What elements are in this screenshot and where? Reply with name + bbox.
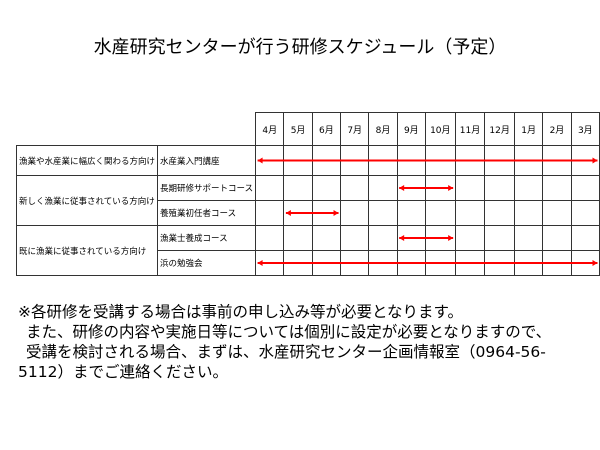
month-header: 4月 [255, 112, 285, 146]
month-header: 9月 [396, 112, 426, 146]
month-header: 11月 [454, 112, 486, 146]
month-header: 3月 [570, 112, 600, 146]
table-row: 既に漁業に従事されている方向け 漁業士養成コース [15, 225, 600, 276]
month-header: 7月 [340, 112, 370, 146]
month-header: 10月 [424, 112, 456, 146]
course-name: 水産業入門講座 [157, 145, 257, 176]
month-header: 2月 [542, 112, 572, 146]
note-line: ※各研修を受講する場合は事前の申し込み等が必要となります。 [18, 303, 463, 321]
month-header: 1月 [513, 112, 544, 146]
note-line: 受講を検討される場合、まずは、水産研究センター企画情報室（0964-56- [26, 343, 546, 361]
table-row: 漁業や水産業に幅広く関わる方向け 水産業入門講座 [15, 145, 600, 176]
blank-header [157, 112, 256, 146]
note-line: 5112）までご連絡ください。 [18, 363, 228, 381]
month-header: 8月 [368, 112, 398, 146]
course-name: 養殖業初任者コース [157, 200, 257, 226]
note-line: また、研修の内容や実施日等については個別に設定が必要となりますので、 [26, 323, 552, 341]
page-title: 水産研究センターが行う研修スケジュール（予定） [93, 37, 507, 58]
course-name: 漁業士養成コース [157, 225, 257, 251]
course-name: 浜の勉強会 [157, 250, 257, 276]
audience-label: 既に漁業に従事されている方向け [15, 225, 159, 276]
schedule-table: 4月 5月 6月 7月 8月 9月 10月 11月 12月 1月 2月 3月 漁… [15, 112, 600, 276]
month-header: 12月 [484, 112, 515, 146]
month-header: 5月 [283, 112, 313, 146]
table-row: 新しく漁業に従事されている方向け 長期研修サポートコース [15, 175, 600, 226]
audience-label: 漁業や水産業に幅広く関わる方向け [15, 145, 159, 176]
month-header: 6月 [311, 112, 342, 146]
blank-header [16, 112, 158, 146]
note: ※各研修を受講する場合は事前の申し込み等が必要となります。 また、研修の内容や実… [18, 302, 593, 382]
course-name: 長期研修サポートコース [157, 175, 257, 201]
audience-label: 新しく漁業に従事されている方向け [15, 175, 159, 226]
